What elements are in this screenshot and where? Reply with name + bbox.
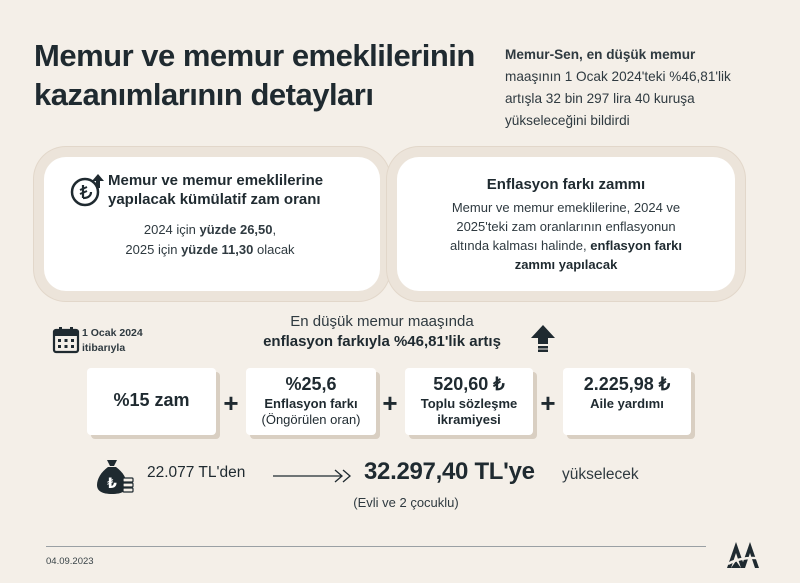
component-family-label: Aile yardımı [590,396,664,411]
plus-sign: + [540,388,556,418]
aa-logo-icon [727,542,769,568]
arrow-right-icon [273,469,351,483]
page-title: Memur ve memur emeklilerinin kazanımları… [34,36,494,114]
footer-date: 04.09.2023 [46,556,94,567]
component-inflation-box: %25,6 Enflasyon farkı (Öngörülen oran) [246,368,376,435]
increase-heading-line-1: En düşük memur maaşında [290,313,474,330]
date-label: 1 Ocak 2024 itibarıyla [82,327,143,354]
cumulative-card-title: Memur ve memur emeklilerine yapılacak kü… [108,171,378,209]
salary-to-suffix: yükselecek [562,466,639,483]
plus-sign: + [382,388,398,418]
intro-line-3: artışla 32 bin 297 lira 40 kuruşa [505,91,695,106]
component-bonus-label-2: ikramiyesi [437,412,501,427]
family-note: (Evli ve 2 çocuklu) [353,495,459,510]
title-line-2: kazanımlarının detayları [34,77,374,112]
title-line-1: Memur ve memur emeklilerinin [34,38,475,73]
component-inflation-note: (Öngörülen oran) [261,412,361,427]
cumulative-title-line-2: yapılacak kümülatif zam oranı [108,191,321,208]
svg-text:₺: ₺ [107,476,117,492]
component-bonus-box: 520,60 ₺ Toplu sözleşme ikramiyesi [405,368,533,435]
footer-divider [46,546,706,547]
salary-from-value: 22.077 TL'den [147,464,246,481]
cumulative-2025-line: 2025 için yüzde 11,30 olacak [125,242,295,257]
component-inflation-value: %25,6 [285,374,337,394]
inflation-card-body: Memur ve memur emeklilerine, 2024 ve 202… [450,200,682,272]
salary-to-value: 32.297,40 TL'ye [364,458,535,485]
cumulative-2024-line: 2024 için yüzde 26,50, [143,222,277,237]
increase-heading-line-2: enflasyon farkıyla %46,81'lik artış [263,333,501,350]
component-bonus-value: 520,60 ₺ [433,374,505,394]
component-family-value: 2.225,98 ₺ [583,374,671,394]
intro-line-2: maaşının 1 Ocak 2024'teki %46,81'lik [505,69,731,84]
money-bag-icon: ₺ [97,460,134,494]
lira-up-icon [70,174,104,207]
component-raise-box: %15 zam [87,368,216,435]
intro-line-4: yükseleceğini bildirdi [505,113,630,128]
intro-text: Memur-Sen, en düşük memur maaşının 1 Oca… [505,44,775,132]
intro-line-1: Memur-Sen, en düşük memur [505,47,696,62]
plus-sign: + [223,388,239,418]
component-raise-value: %15 zam [113,390,190,410]
up-arrow-icon [531,325,555,352]
cumulative-title-line-1: Memur ve memur emeklilerine [108,172,324,189]
inflation-card-title: Enflasyon farkı zammı [486,176,646,193]
calendar-icon [52,327,80,354]
component-bonus-label-1: Toplu sözleşme [420,396,518,411]
component-inflation-label: Enflasyon farkı [264,396,358,411]
increase-heading: En düşük memur maaşında enflasyon farkıy… [232,312,532,352]
inflation-difference-card [397,157,735,291]
component-family-box: 2.225,98 ₺ Aile yardımı [563,368,691,435]
